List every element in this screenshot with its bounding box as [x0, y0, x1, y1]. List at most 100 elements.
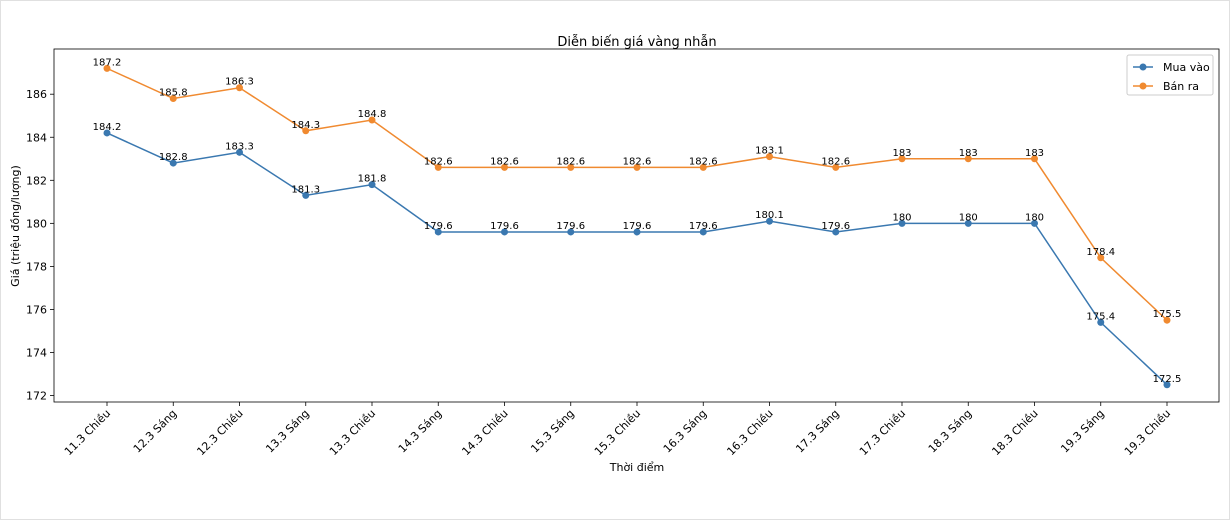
x-tick-label: 18.3 Sáng	[926, 407, 975, 456]
y-tick-label: 178	[26, 260, 47, 273]
x-tick-label: 14.3 Sáng	[396, 407, 445, 456]
data-label: 185.8	[159, 88, 188, 99]
legend-marker	[1139, 82, 1147, 90]
y-tick-label: 176	[26, 303, 47, 316]
data-point	[302, 127, 310, 135]
data-point	[832, 163, 840, 171]
data-label: 175.4	[1086, 311, 1115, 322]
y-tick-label: 186	[26, 88, 47, 101]
data-label: 182.6	[623, 156, 652, 167]
data-point	[501, 163, 508, 171]
x-tick-label: 12.3 Chiều	[194, 407, 245, 458]
data-label: 184.3	[291, 120, 320, 131]
data-label: 183.3	[225, 141, 254, 152]
data-label: 183	[959, 148, 978, 159]
data-point	[169, 159, 177, 167]
y-tick-label: 182	[26, 174, 47, 187]
legend-marker	[1139, 63, 1147, 71]
data-point	[1097, 318, 1105, 326]
data-label: 180	[1025, 212, 1044, 223]
x-tick-label: 15.3 Sáng	[528, 407, 577, 456]
data-label: 184.8	[358, 109, 387, 120]
data-point	[368, 116, 376, 124]
data-point	[766, 153, 773, 161]
x-tick-label: 17.3 Sáng	[793, 407, 842, 456]
data-point	[699, 163, 707, 171]
data-label: 183	[1025, 148, 1044, 159]
data-point	[964, 219, 972, 227]
data-label: 184.2	[93, 122, 122, 133]
x-tick-label: 15.3 Chiều	[592, 407, 643, 458]
data-label: 178.4	[1086, 247, 1115, 258]
data-point	[236, 84, 243, 92]
data-label: 180.1	[755, 210, 784, 221]
data-label: 182.6	[821, 156, 850, 167]
data-point	[501, 228, 508, 236]
x-axis-label: Thời điểm	[609, 461, 665, 474]
series-line-ban-ra	[106, 67, 1168, 321]
data-label: 182.6	[689, 156, 718, 167]
x-tick-label: 17.3 Chiều	[857, 407, 908, 458]
y-tick-label: 174	[26, 346, 47, 359]
data-point	[699, 228, 707, 236]
data-label: 182.8	[159, 152, 188, 163]
data-label: 172.5	[1153, 374, 1182, 385]
x-tick-label: 13.3 Chiều	[327, 407, 378, 458]
x-tick-label: 16.3 Chiều	[724, 407, 775, 458]
data-point	[964, 155, 972, 163]
data-point	[1031, 155, 1038, 163]
x-tick-label: 11.3 Chiều	[62, 407, 113, 458]
data-label: 182.6	[556, 156, 585, 167]
data-point	[1163, 316, 1171, 324]
data-label: 186.3	[225, 77, 254, 88]
data-point	[1097, 254, 1105, 262]
data-label: 179.6	[623, 221, 652, 232]
x-tick-label: 12.3 Sáng	[131, 407, 180, 456]
data-point	[103, 129, 111, 137]
data-label: 179.6	[821, 221, 850, 232]
data-point	[1163, 381, 1171, 389]
x-tick-label: 19.3 Sáng	[1058, 407, 1107, 456]
data-point	[898, 155, 906, 163]
y-axis-label: Giá (triệu đồng/lượng)	[9, 165, 22, 287]
legend	[1126, 54, 1214, 96]
data-point	[567, 228, 575, 236]
data-label: 181.8	[358, 174, 387, 185]
y-tick-label: 172	[26, 390, 47, 403]
x-tick-label: 16.3 Sáng	[661, 407, 710, 456]
data-label: 179.6	[689, 221, 718, 232]
data-point	[236, 148, 243, 156]
x-tick-label: 18.3 Chiều	[989, 407, 1040, 458]
chart-title: Diễn biến giá vàng nhẫn	[557, 35, 716, 50]
data-point	[567, 163, 575, 171]
data-label: 179.6	[556, 221, 585, 232]
data-point	[434, 163, 442, 171]
data-label: 181.3	[291, 184, 320, 195]
data-point	[898, 219, 906, 227]
data-label: 175.5	[1153, 309, 1182, 320]
plot-area	[53, 48, 1220, 403]
data-label: 180	[892, 212, 911, 223]
data-label: 179.6	[424, 221, 453, 232]
data-point	[766, 217, 773, 225]
y-tick-label: 184	[26, 131, 47, 144]
legend-label: Bán ra	[1163, 80, 1199, 93]
data-label: 180	[959, 212, 978, 223]
y-tick-label: 180	[26, 217, 47, 230]
data-point	[434, 228, 442, 236]
x-tick-label: 13.3 Sáng	[263, 407, 312, 456]
data-point	[368, 181, 376, 189]
data-label: 183.1	[755, 146, 784, 157]
data-label: 187.2	[93, 57, 122, 68]
data-point	[633, 163, 641, 171]
data-point	[832, 228, 840, 236]
data-point	[302, 191, 310, 199]
data-point	[169, 95, 177, 103]
x-tick-label: 14.3 Chiều	[459, 407, 510, 458]
data-point	[1031, 219, 1038, 227]
legend-label: Mua vào	[1163, 61, 1210, 74]
data-label: 179.6	[490, 221, 519, 232]
data-label: 182.6	[490, 156, 519, 167]
